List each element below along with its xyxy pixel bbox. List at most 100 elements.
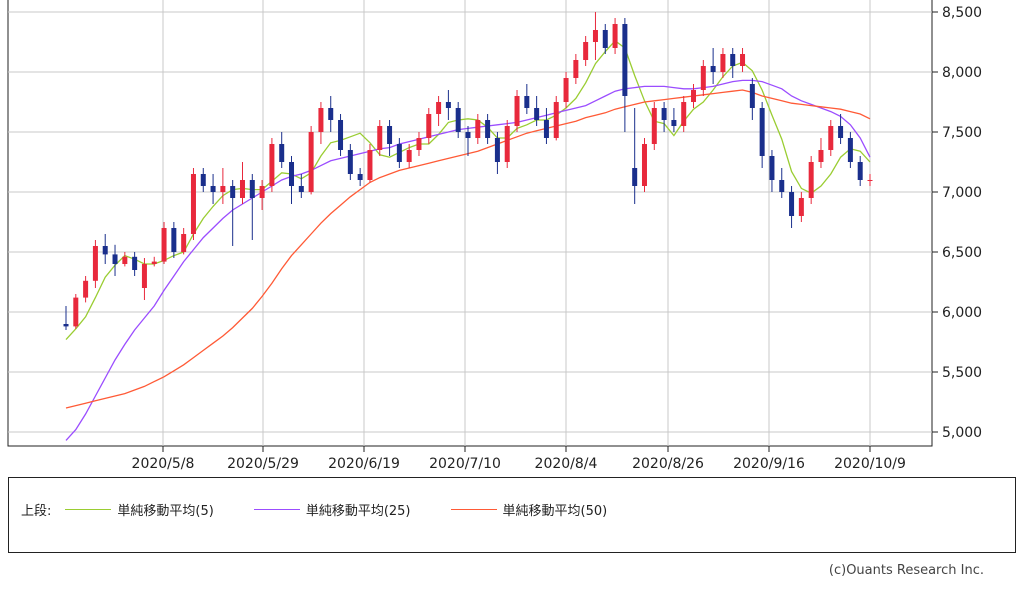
candle-body-up [239,180,245,198]
y-tick-label: 8,500 [942,5,982,21]
candle-body-up [190,174,196,234]
candle-body-up [798,198,804,216]
candle-body-up [259,186,265,198]
candle-body-down [289,162,295,186]
candle-body-up [818,150,824,162]
candle-body-down [132,256,138,270]
candle-body-down [857,162,863,180]
legend-label-ma25: 単純移動平均(25) [305,504,411,519]
candle-body-down [328,108,334,120]
y-tick-label: 5,000 [942,425,982,441]
candle-body-down [347,150,353,174]
plot-area [7,0,933,447]
candle-body-up [151,261,157,264]
candle-body-down [338,120,344,150]
legend-swatch-ma50 [450,509,497,510]
x-tick-label: 2020/5/29 [227,456,299,472]
x-tick-label: 2020/5/8 [132,456,195,472]
candle-body-down [494,138,500,162]
candle-body-up [651,108,657,144]
y-tick-label: 7,000 [942,185,982,201]
candle-body-down [63,324,69,327]
candle-body-down [789,192,795,216]
candle-body-up [740,54,746,66]
candle-body-down [298,186,304,192]
candle-body-down [671,120,677,126]
candle-body-up [161,228,167,262]
legend-label-ma50: 単純移動平均(50) [502,504,608,519]
legend-swatch-ma25 [253,509,300,510]
candle-body-up [573,60,579,78]
candle-body-down [112,254,118,264]
candle-body-up [220,186,226,192]
candle-body-down [485,120,491,138]
x-tick-label: 2020/7/10 [429,456,501,472]
candle-body-down [759,108,765,156]
legend-swatch-ma5 [65,509,112,510]
candle-body-down [632,168,638,186]
copyright-credit: (c)Ouants Research Inc. [828,563,984,578]
candle-body-up [92,246,98,281]
candle-body-down [249,180,255,198]
candle-body-down [534,108,540,120]
legend-item-ma50: 単純移動平均(50) [437,500,608,519]
candle-body-up [867,180,873,181]
x-tick-label: 2020/9/16 [733,456,805,472]
y-axis-tick-labels: 8,500 8,000 7,500 7,000 6,500 6,000 5,500 5,000 [942,5,982,441]
candle-body-up [563,78,569,102]
candle-body-down [387,126,393,144]
candle-body-down [622,24,628,96]
legend-item-ma5: 単純移動平均(5) [51,500,214,519]
candle-body-down [200,174,206,186]
candle-body-up [318,108,324,132]
ma5-line [65,39,871,341]
stock-chart: 8,500 8,000 7,500 7,000 6,500 6,000 5,500 5,000… [7,0,982,472]
candle-body-up [514,96,520,126]
candle-body-up [553,102,559,138]
candle-body-up [592,30,598,42]
candle-body-down [602,30,608,48]
x-tick-label: 2020/8/26 [632,456,704,472]
candle-body-up [691,90,697,102]
legend-box: 上段: 単純移動平均(5) 単純移動平均(25) 単純移動平均(50) [8,477,1016,553]
candle-body-down [210,186,216,192]
x-tick-label: 2020/8/4 [535,456,598,472]
y-tick-label: 7,500 [942,125,982,141]
legend-section-label: 上段: [21,504,52,519]
candle-body-down [847,138,853,162]
candle-body-up [641,144,647,186]
x-tick-label: 2020/10/9 [834,456,906,472]
candle-body-up [367,150,373,180]
candle-body-down [396,144,402,162]
candle-body-up [416,138,422,150]
candle-body-up [612,24,618,48]
legend-item-ma25: 単純移動平均(25) [240,500,411,519]
candle-body-down [465,132,471,138]
candle-body-down [779,180,785,192]
candle-body-up [436,102,442,114]
candle-body-up [583,42,589,60]
candle-body-up [73,297,79,327]
candle-body-down [171,228,177,252]
candle-body-down [102,246,108,255]
candle-body-down [357,174,363,180]
candle-body-up [406,150,412,162]
candle-body-up [828,126,834,150]
candle-body-down [445,102,451,108]
candle-body-up [700,66,706,90]
candle-body-down [730,54,736,66]
y-tick-label: 8,000 [942,65,982,81]
x-axis-tick-labels: 2020/5/8 2020/5/29 2020/6/19 2020/7/10 2020/… [132,456,906,472]
candle-body-down [230,186,236,198]
candle-body-up [720,54,726,72]
candle-body-up [269,144,275,186]
candle-body-up [122,256,128,264]
candle-body-up [475,120,481,138]
y-tick-label: 6,000 [942,305,982,321]
candle-body-down [455,108,461,132]
candle-body-down [710,66,716,72]
candle-body-down [279,144,285,162]
candle-body-up [377,126,383,150]
candle-body-up [808,162,814,198]
candle-body-up [426,114,432,138]
